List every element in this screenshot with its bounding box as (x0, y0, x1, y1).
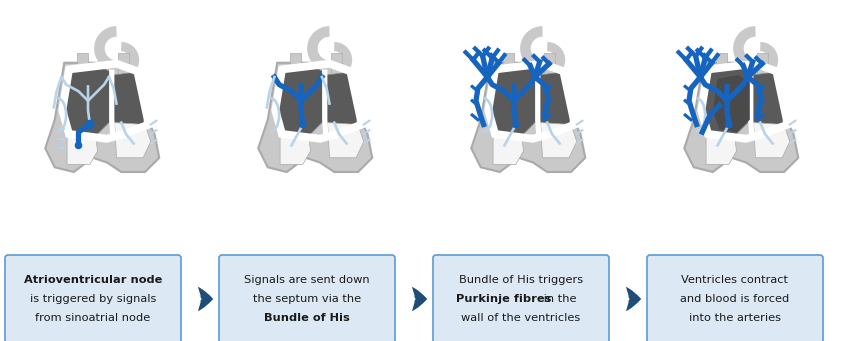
Polygon shape (537, 72, 573, 132)
Text: Purkinje fibres: Purkinje fibres (455, 294, 550, 304)
Polygon shape (752, 123, 789, 158)
Polygon shape (279, 134, 310, 164)
Polygon shape (290, 53, 301, 75)
Text: is triggered by signals: is triggered by signals (30, 294, 156, 304)
Polygon shape (540, 123, 576, 158)
Text: Bundle of His: Bundle of His (264, 313, 349, 323)
FancyArrowPatch shape (625, 287, 641, 311)
Polygon shape (705, 134, 735, 164)
Polygon shape (258, 63, 371, 172)
Text: in the: in the (539, 294, 576, 304)
Polygon shape (470, 63, 584, 172)
Polygon shape (712, 75, 749, 132)
Text: Ventricles contract: Ventricles contract (681, 275, 787, 285)
Polygon shape (544, 53, 554, 75)
Polygon shape (325, 72, 360, 132)
Polygon shape (112, 72, 147, 132)
Polygon shape (64, 65, 112, 136)
Text: Signals are sent down: Signals are sent down (244, 275, 370, 285)
Text: and blood is forced: and blood is forced (680, 294, 789, 304)
Text: the septum via the: the septum via the (253, 294, 360, 304)
FancyArrowPatch shape (412, 287, 427, 311)
Polygon shape (683, 63, 797, 172)
Polygon shape (114, 123, 151, 158)
Circle shape (75, 142, 82, 149)
Text: into the arteries: into the arteries (688, 313, 780, 323)
FancyBboxPatch shape (433, 255, 608, 341)
Text: Bundle of His triggers: Bundle of His triggers (458, 275, 583, 285)
FancyBboxPatch shape (5, 255, 181, 341)
Polygon shape (277, 65, 325, 136)
FancyArrowPatch shape (198, 287, 213, 311)
Circle shape (724, 121, 732, 128)
Circle shape (85, 120, 95, 129)
Polygon shape (502, 53, 514, 75)
Polygon shape (715, 53, 726, 75)
Polygon shape (490, 65, 537, 136)
Polygon shape (702, 65, 750, 136)
Text: Atrioventricular node: Atrioventricular node (24, 275, 162, 285)
Polygon shape (77, 53, 88, 75)
Circle shape (511, 121, 519, 128)
Text: wall of the ventricles: wall of the ventricles (461, 313, 580, 323)
Polygon shape (67, 134, 97, 164)
Polygon shape (45, 63, 159, 172)
Polygon shape (331, 53, 342, 75)
Text: from sinoatrial node: from sinoatrial node (35, 313, 151, 323)
Polygon shape (750, 72, 785, 132)
Polygon shape (757, 53, 767, 75)
Polygon shape (118, 53, 129, 75)
Circle shape (299, 121, 307, 128)
FancyBboxPatch shape (219, 255, 394, 341)
Polygon shape (492, 134, 523, 164)
Polygon shape (327, 123, 363, 158)
FancyBboxPatch shape (646, 255, 822, 341)
